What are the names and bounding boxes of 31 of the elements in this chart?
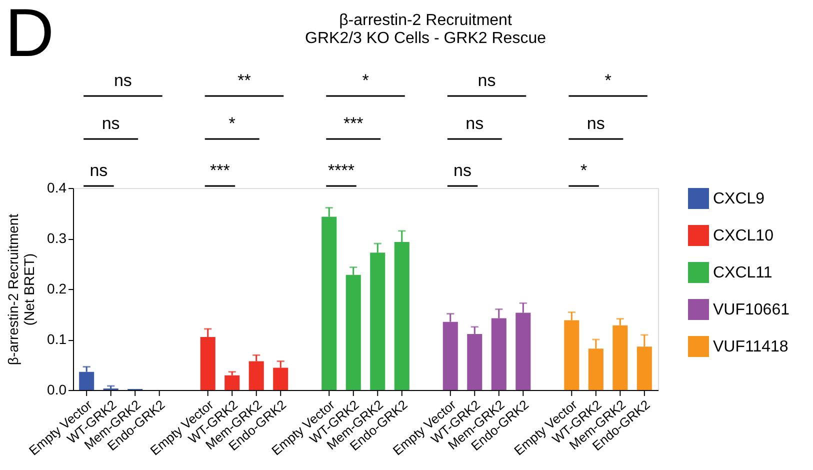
text: * xyxy=(580,161,588,180)
text: *** xyxy=(210,161,230,180)
y-axis-title: β-arrestin-2 Recruitment (Net BRET) xyxy=(5,214,38,366)
chart-title: β-arrestin-2 Recruitment xyxy=(339,12,512,29)
y-tick-label: 0.2 xyxy=(47,280,67,296)
legend-label: VUF10661 xyxy=(713,302,790,318)
text: *** xyxy=(343,114,364,133)
text: ns xyxy=(466,114,484,133)
text: ** xyxy=(238,71,252,90)
text: * xyxy=(604,71,612,90)
y-tick-label: 0.1 xyxy=(47,331,67,347)
text: * xyxy=(362,71,370,90)
text: **** xyxy=(328,161,355,180)
text: ns xyxy=(454,161,472,180)
text: ns xyxy=(114,71,132,90)
legend-label: CXCL9 xyxy=(713,190,765,208)
chart-subtitle: GRK2/3 KO Cells - GRK2 Rescue xyxy=(305,30,546,47)
text: ns xyxy=(102,114,120,133)
y-tick-label: 0.3 xyxy=(47,230,67,246)
y-tick-label: 0.4 xyxy=(47,180,67,196)
legend-label: CXCL11 xyxy=(713,264,772,282)
text: ns xyxy=(586,114,605,133)
text: D xyxy=(5,0,54,71)
bar xyxy=(79,372,94,390)
text: * xyxy=(228,114,236,133)
y-tick-label: 0.0 xyxy=(47,382,67,398)
text: ns xyxy=(478,71,496,90)
bar xyxy=(224,375,240,390)
text: ns xyxy=(90,161,108,180)
legend-label: VUF11418 xyxy=(713,338,788,356)
legend-label: CXCL10 xyxy=(713,228,774,244)
